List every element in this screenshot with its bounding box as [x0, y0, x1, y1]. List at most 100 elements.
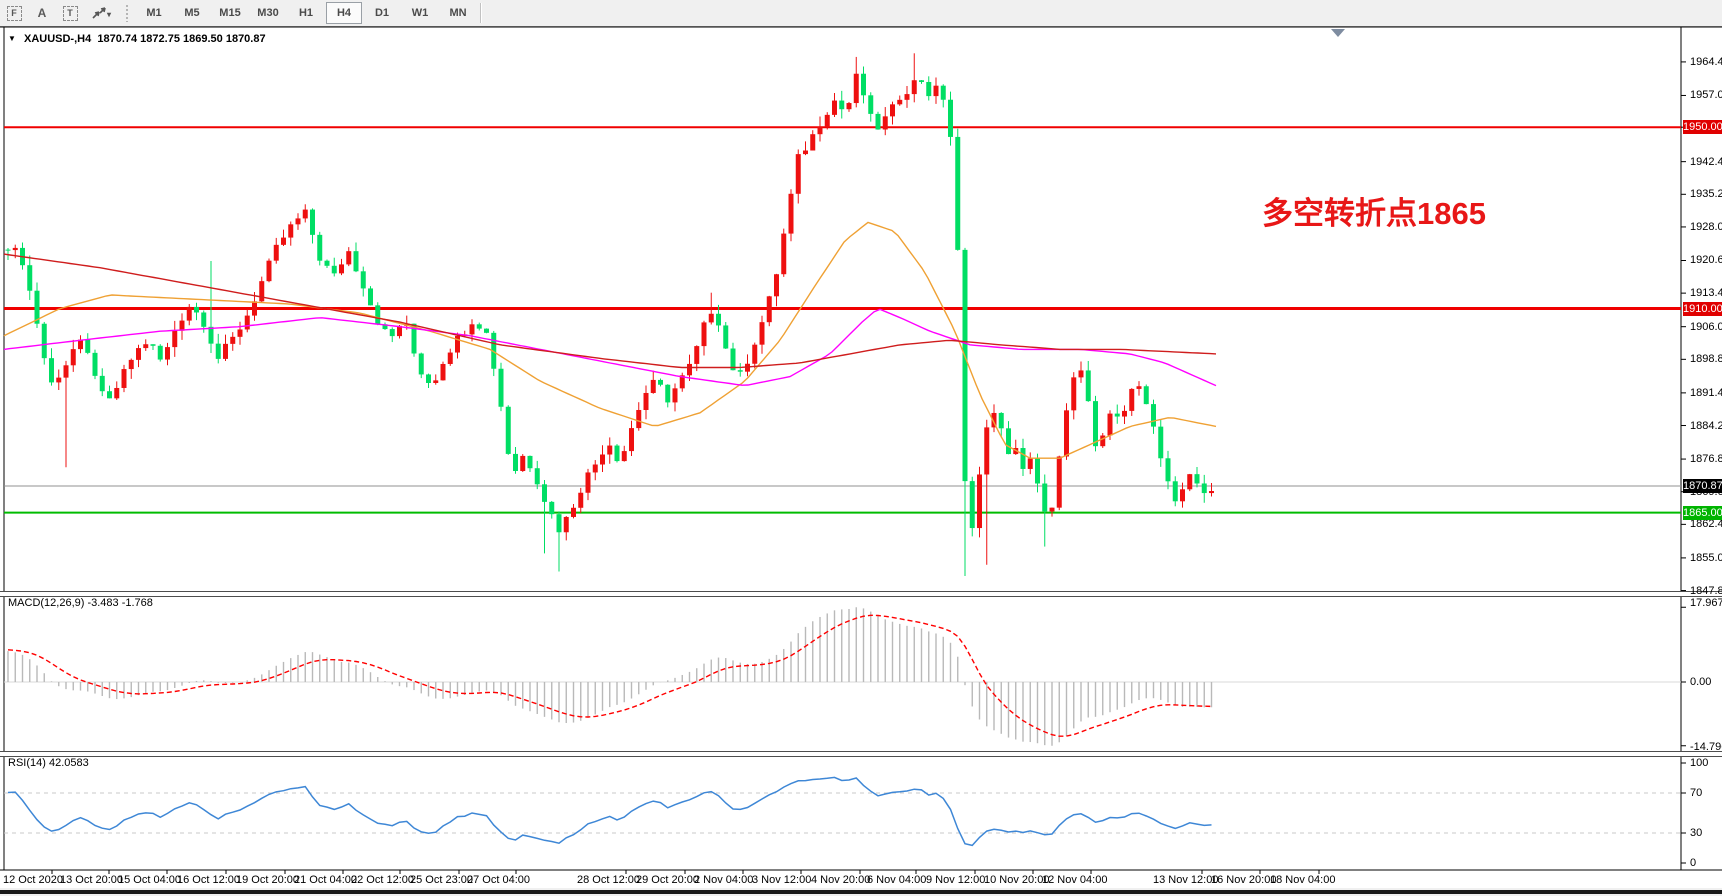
timeframe-button-W1[interactable]: W1 [411, 7, 429, 19]
candle-body [745, 363, 750, 372]
candle-body [520, 455, 526, 472]
candle-body [215, 343, 221, 359]
candle-body [1093, 401, 1098, 447]
candle-body [505, 406, 511, 454]
candle-body [1064, 410, 1069, 457]
candle-body [157, 345, 163, 360]
candle-body [672, 388, 678, 403]
symbol-collapse-icon[interactable]: ▼ [8, 34, 16, 43]
hline-badge-1910.00: 1910.00 [1683, 301, 1722, 316]
candle-body [259, 281, 265, 302]
candle-body [752, 344, 758, 364]
candle-body [186, 306, 192, 321]
candle-body [846, 103, 852, 110]
candle-body [295, 218, 301, 225]
candle-body [165, 347, 170, 360]
close-value: 1870.87 [225, 33, 266, 45]
time-tick-label: 15 Oct 04:00 [118, 874, 181, 886]
price-tick-label: 1898.80 [1690, 353, 1722, 366]
candle-body [78, 339, 83, 350]
candle-body [476, 324, 482, 329]
candle-body [49, 358, 54, 383]
macd-splitter[interactable] [0, 591, 1722, 597]
candle-body [484, 328, 489, 333]
rsi-scale-label: 100 [1690, 757, 1709, 769]
timeframe-button-M15[interactable]: M15 [219, 7, 241, 19]
template-frame-tool-icon[interactable]: F [1, 2, 27, 24]
price-tick-label: 1920.60 [1690, 254, 1722, 267]
candle-body [592, 464, 598, 473]
candle-body [716, 313, 721, 326]
toolbar-tools: F A T ▾ [0, 2, 120, 24]
candle-body [868, 95, 874, 114]
timeframe-button-MN[interactable]: MN [449, 7, 467, 19]
rsi-splitter[interactable] [0, 751, 1722, 757]
candle-body [331, 265, 337, 274]
candle-body [1194, 474, 1200, 484]
candle-body [984, 427, 990, 475]
toolbar-grip[interactable] [124, 4, 131, 22]
candle-body [353, 251, 359, 272]
candle-body [803, 150, 808, 155]
candle-body [534, 468, 540, 485]
text-label-tool-icon[interactable]: A [37, 6, 47, 20]
candle-body [1107, 413, 1113, 436]
candle-body [397, 325, 402, 337]
candle-body [281, 237, 286, 245]
candle-body [926, 81, 932, 97]
candle-body [389, 329, 395, 337]
timeframe-button-M1[interactable]: M1 [146, 7, 162, 19]
candle-body [650, 379, 656, 393]
time-tick-label: 28 Oct 12:00 [577, 874, 640, 886]
candle-body [411, 323, 417, 354]
time-tick-label: 25 Oct 23:00 [410, 874, 473, 886]
candle-body [99, 375, 105, 392]
price-tick-label: 1847.80 [1690, 584, 1722, 597]
candle-body [128, 359, 134, 370]
candle-body [418, 353, 424, 375]
candle-body [1172, 481, 1178, 502]
candle-body [34, 290, 40, 324]
candle-body [498, 368, 504, 407]
candle-body [788, 193, 794, 234]
candle-body [513, 453, 518, 472]
candle-body [781, 233, 787, 275]
candle-body [1180, 489, 1185, 502]
candle-body [85, 339, 91, 353]
candle-body [1136, 386, 1142, 389]
rsi-line [7, 776, 1212, 847]
candle-body [969, 481, 975, 529]
time-tick-label: 19 Oct 20:00 [236, 874, 299, 886]
candle-body [882, 116, 888, 130]
candle-body [621, 451, 627, 462]
arrow-objects-tool-icon[interactable]: ▾ [85, 2, 119, 24]
bottom-scrollbar[interactable] [0, 890, 1722, 894]
chart-shift-marker-icon[interactable] [1331, 29, 1345, 37]
candle-body [1143, 386, 1149, 405]
timeframe-button-H4[interactable]: H4 [326, 2, 362, 24]
candle-body [563, 516, 569, 533]
candle-body [1071, 377, 1077, 411]
candle-body [56, 377, 62, 383]
timeframe-button-M30[interactable]: M30 [257, 7, 279, 19]
candle-body [208, 326, 214, 344]
hline-badge-1865.00: 1865.00 [1683, 505, 1722, 520]
candle-body [1056, 456, 1062, 508]
candle-body [223, 343, 228, 359]
candle-body [977, 474, 982, 529]
time-tick-label: 22 Oct 12:00 [351, 874, 414, 886]
rsi-scale-label: 0 [1690, 857, 1697, 869]
candle-body [875, 113, 881, 130]
time-tick-label: 18 Nov 04:00 [1270, 874, 1336, 886]
candle-body [70, 349, 76, 366]
candle-body [795, 154, 801, 194]
text-box-tool-icon[interactable]: T [57, 2, 83, 24]
candle-body [1035, 458, 1040, 484]
time-tick-label: 3 Nov 12:00 [752, 874, 812, 886]
timeframe-button-M5[interactable]: M5 [184, 7, 200, 19]
timeframe-button-H1[interactable]: H1 [298, 7, 314, 19]
timeframe-button-D1[interactable]: D1 [374, 7, 390, 19]
rsi-scale-label: 30 [1690, 827, 1703, 839]
